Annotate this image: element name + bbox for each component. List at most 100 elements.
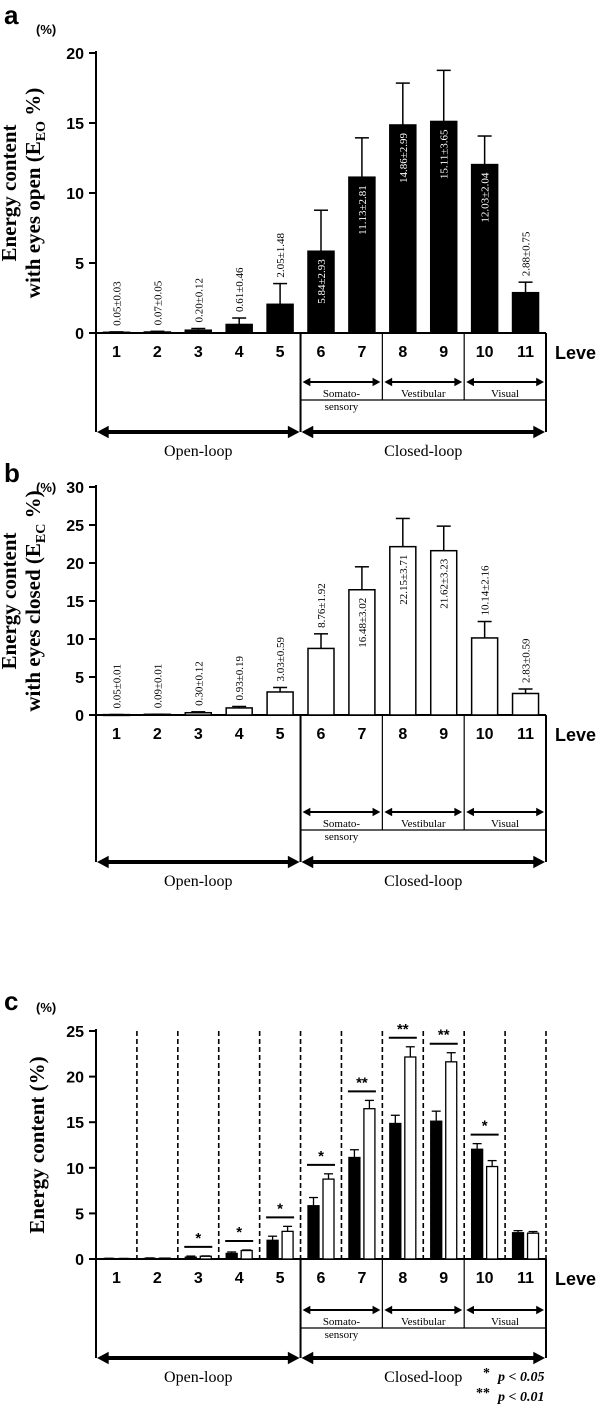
y-tick-label: 25	[66, 518, 84, 535]
x-tick-label: 8	[398, 726, 407, 743]
arrow-head	[372, 377, 381, 387]
arrow-head	[287, 425, 300, 439]
arrow-vestibular	[384, 1305, 463, 1315]
arrow-head	[454, 807, 463, 817]
y-label-main: with eyes closed (E	[21, 543, 45, 712]
subgroup-label-sensory: sensory	[325, 401, 359, 413]
bar-7	[348, 176, 376, 334]
bar-10	[470, 637, 499, 716]
value-label: 0.20±0.12	[193, 278, 205, 323]
y-tick-label: 10	[66, 186, 84, 203]
arrow-head	[301, 425, 314, 439]
x-tick-label: 9	[439, 726, 448, 743]
value-label: 21.62±3.23	[439, 558, 451, 609]
y-axis-label-line1: Energy content	[0, 532, 21, 669]
value-label: 2.05±1.48	[275, 233, 287, 278]
y-tick-label: 10	[66, 632, 84, 649]
bar-s1-7	[363, 1108, 376, 1260]
y-axis-label-line1: Energy content	[0, 124, 21, 261]
group-label-closed-loop: Closed-loop	[384, 1369, 462, 1386]
bar-s0-7	[348, 1156, 361, 1260]
x-tick-label: 11	[517, 344, 534, 361]
x-tick-label: 5	[276, 726, 285, 743]
subgroup-label-somato: Somato-	[323, 818, 361, 830]
value-label: 10.14±2.16	[480, 565, 492, 616]
value-label: 5.84±2.93	[316, 259, 328, 304]
bar-s0-4	[225, 1252, 238, 1260]
x-tick-label: 4	[235, 726, 244, 743]
y-tick-label: 20	[66, 46, 84, 63]
x-tick-label: 6	[317, 1270, 326, 1287]
value-label: 0.05±0.03	[111, 281, 123, 326]
value-label: 8.76±1.92	[316, 583, 328, 628]
arrow-visual	[466, 377, 544, 387]
arrow-head	[533, 1351, 545, 1365]
bar-1	[102, 713, 131, 717]
bar-6	[307, 250, 335, 334]
legend-mark: *	[483, 1366, 490, 1381]
arrow-head	[466, 1305, 474, 1315]
subgroup-label-vestibular: Vestibular	[401, 818, 446, 830]
x-tick-label: 3	[194, 726, 203, 743]
value-label: 0.07±0.05	[152, 280, 164, 325]
x-tick-label: 2	[153, 344, 162, 361]
y-label-main: with eyes open (E	[21, 141, 45, 298]
arrow-vestibular	[384, 807, 463, 817]
y-label-subscript: EC	[34, 524, 49, 543]
subgroup-label-sensory: sensory	[325, 1329, 359, 1341]
value-label: 12.03±2.04	[480, 172, 492, 223]
x-tick-label: 5	[276, 344, 285, 361]
arrow-closed-loop	[301, 425, 545, 439]
significance-mark: *	[318, 1148, 324, 1165]
y-tick-label: 0	[75, 1252, 84, 1269]
arrow-head	[384, 377, 393, 387]
value-label: 0.30±0.12	[193, 661, 205, 706]
significance-mark: *	[236, 1224, 242, 1241]
bar-8	[389, 124, 417, 334]
unit-label: (%)	[36, 480, 56, 495]
arrow-visual	[466, 807, 544, 817]
subgroup-label-visual: Visual	[491, 818, 519, 830]
y-tick-label: 20	[66, 556, 84, 573]
y-tick-label: 15	[66, 594, 84, 611]
bar-s0-6	[307, 1205, 320, 1260]
arrow-head	[301, 1351, 314, 1365]
subgroup-label-visual: Visual	[491, 388, 519, 400]
bar-3	[184, 711, 213, 716]
group-label-closed-loop: Closed-loop	[384, 443, 462, 460]
value-label: 0.93±0.19	[234, 655, 246, 700]
subgroup-label-vestibular: Vestibular	[401, 388, 446, 400]
significance-mark: **	[438, 1027, 450, 1044]
x-tick-label: 2	[153, 726, 162, 743]
legend-text: p < 0.05	[497, 1370, 544, 1385]
arrow-closed-loop	[301, 1351, 545, 1365]
y-tick-label: 10	[66, 1161, 84, 1178]
value-label: 0.61±0.46	[234, 267, 246, 312]
unit-label: (%)	[36, 1000, 56, 1015]
significance-mark: *	[482, 1118, 488, 1135]
group-label-open-loop: Open-loop	[164, 873, 232, 890]
y-tick-label: 5	[75, 670, 84, 687]
arrow-open-loop	[97, 425, 300, 439]
x-tick-label: 7	[357, 1270, 366, 1287]
bar-3	[184, 329, 213, 334]
x-tick-label: 8	[398, 1270, 407, 1287]
arrow-head	[466, 807, 474, 817]
bar-2	[143, 713, 172, 716]
x-tick-label: 9	[439, 344, 448, 361]
bar-s1-5	[281, 1230, 294, 1260]
bar-5	[266, 303, 294, 334]
x-axis-label: Level	[555, 725, 596, 745]
arrow-head	[97, 425, 109, 439]
x-tick-label: 5	[276, 1270, 285, 1287]
subgroup-label-visual: Visual	[491, 1316, 519, 1328]
arrow-head	[301, 855, 314, 869]
legend-text: p < 0.01	[497, 1390, 544, 1405]
y-axis-label: Energy content (%)	[25, 1056, 49, 1233]
legend-mark: **	[476, 1386, 490, 1401]
arrow-head	[536, 1305, 544, 1315]
x-tick-label: 1	[112, 344, 121, 361]
bar-6	[307, 647, 335, 716]
y-tick-label: 0	[75, 708, 84, 725]
